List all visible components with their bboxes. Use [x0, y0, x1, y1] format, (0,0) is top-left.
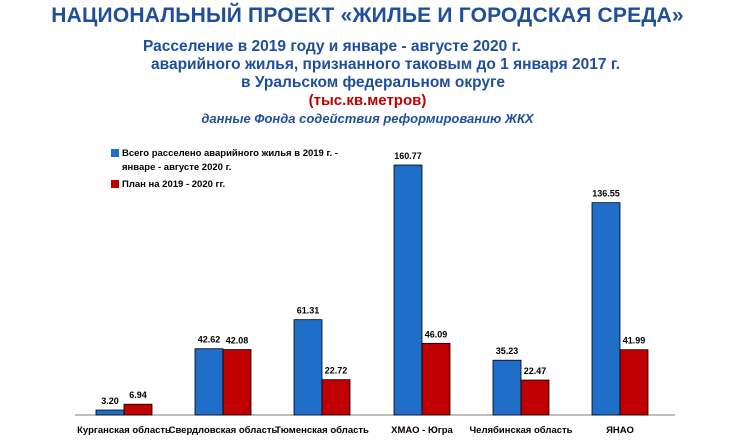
data-label-plan-2: 22.72	[325, 366, 348, 376]
data-label-total-3: 160.77	[394, 151, 422, 161]
legend-label-plan: План на 2019 - 2020 гг.	[122, 179, 225, 190]
data-label-plan-4: 22.47	[524, 366, 547, 376]
data-label-plan-0: 6.94	[129, 390, 147, 400]
data-label-total-2: 61.31	[297, 306, 320, 316]
bar-total-0	[95, 409, 125, 416]
bar-total-1	[194, 348, 224, 416]
legend-label-total-line1: Всего расселено аварийного жилья в 2019 …	[122, 148, 338, 159]
chart-subtitle-line1: Расселение в 2019 году и январе - август…	[143, 38, 521, 55]
category-label-2: Тюменская область	[275, 425, 369, 436]
chart-bars: 3.20 6.94 Курганская область 42.62 42.08 Свер…	[77, 151, 649, 436]
data-label-total-4: 35.23	[496, 346, 519, 356]
legend-label-total-line2: январе - августе 2020 г.	[122, 162, 231, 173]
bar-plan-4	[520, 379, 550, 416]
data-label-total-5: 136.55	[592, 189, 620, 199]
unit-label: (тыс.кв.метров)	[308, 92, 427, 109]
bar-plan-0	[123, 403, 153, 416]
chart-subtitle-line2: аварийного жилья, признанного таковым до…	[151, 56, 621, 73]
bar-plan-1	[222, 349, 252, 416]
bar-plan-5	[619, 349, 649, 416]
legend-swatch-total	[111, 149, 119, 157]
bar-plan-3	[421, 342, 451, 416]
data-source-label: данные Фонда содействия реформированию Ж…	[201, 111, 534, 126]
chart-subtitle-line3: в Уральском федеральном округе	[241, 74, 506, 91]
chart-legend: Всего расселено аварийного жилья в 2019 …	[111, 148, 338, 190]
bar-total-4	[492, 359, 522, 416]
category-label-3: ХМАО - Югра	[391, 425, 453, 436]
data-label-plan-3: 46.09	[425, 329, 448, 339]
data-label-plan-1: 42.08	[226, 336, 249, 346]
category-label-0: Курганская область	[77, 425, 171, 436]
data-label-plan-5: 41.99	[623, 336, 646, 346]
page-title: НАЦИОНАЛЬНЫЙ ПРОЕКТ «ЖИЛЬЕ И ГОРОДСКАЯ С…	[51, 4, 684, 27]
data-label-total-0: 3.20	[101, 396, 119, 406]
data-label-total-1: 42.62	[198, 335, 221, 345]
bar-total-5	[591, 202, 621, 416]
category-label-5: ЯНАО	[606, 425, 634, 436]
category-label-1: Свердловская область	[169, 425, 278, 436]
legend-swatch-plan	[111, 180, 119, 188]
bar-total-3	[393, 164, 423, 416]
bar-plan-2	[321, 379, 351, 416]
category-label-4: Челябинская область	[469, 425, 572, 436]
bar-total-2	[293, 319, 323, 416]
